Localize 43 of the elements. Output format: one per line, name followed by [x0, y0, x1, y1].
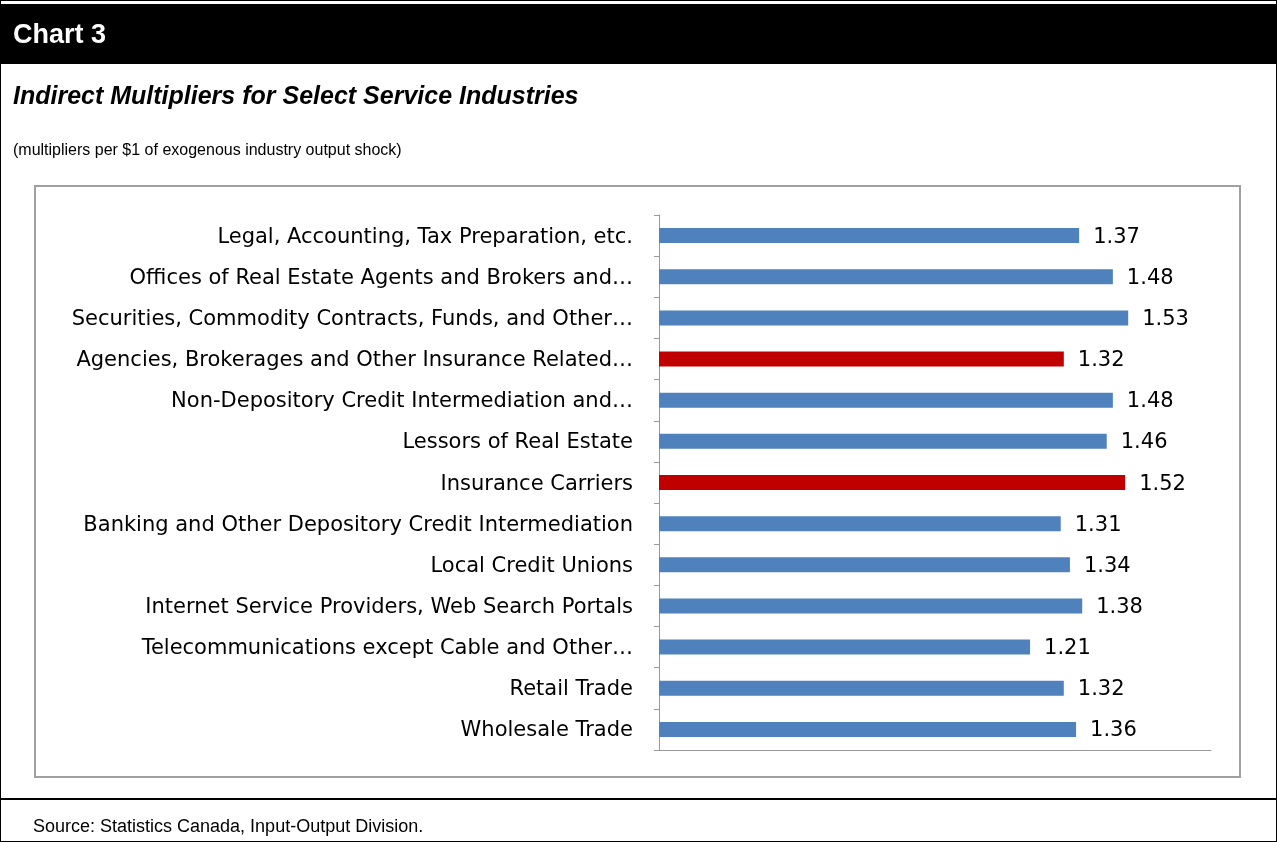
data-label: 1.38 [1096, 593, 1143, 618]
bar [659, 228, 1080, 244]
data-label: 1.32 [1077, 347, 1125, 372]
data-label: 1.31 [1074, 511, 1122, 536]
bar [659, 475, 1126, 490]
y-tick-label: Securities, Commodity Contracts, Funds, and Other… [71, 305, 633, 330]
y-tick-label: Lessors of Real Estate [402, 429, 633, 454]
text: Chart 3 [1, 4, 1277, 64]
data-label: 1.36 [1090, 717, 1137, 742]
bar [659, 639, 1031, 655]
y-tick-label: Telecommunications except Cable and Other… [140, 635, 633, 660]
bar [659, 598, 1083, 614]
y-tick-label: Retail Trade [509, 676, 633, 701]
bar [659, 433, 1107, 449]
data-label: 1.34 [1083, 552, 1131, 577]
data-label: 1.21 [1044, 635, 1091, 660]
data-label: 1.48 [1126, 264, 1174, 289]
source-note: Source: Statistics Canada, Input-Output Division. [33, 816, 424, 837]
bar [659, 721, 1077, 737]
bar [659, 557, 1070, 573]
y-tick-label: Internet Service Providers, Web Search Portals [145, 593, 633, 618]
y-tick-label: Offices of Real Estate Agents and Brokers and… [129, 264, 633, 289]
bar [659, 516, 1061, 532]
y-tick-label: Non-Depository Credit Intermediation and… [171, 388, 633, 413]
y-tick-label: Legal, Accounting, Tax Preparation, etc. [217, 223, 633, 248]
data-label: 1.46 [1120, 429, 1168, 454]
data-label: 1.37 [1093, 223, 1140, 248]
y-tick-label: Wholesale Trade [460, 717, 633, 742]
bar [659, 680, 1064, 696]
y-tick-label: Banking and Other Depository Credit Intermediation [83, 511, 633, 536]
data-label: 1.48 [1126, 388, 1174, 413]
y-tick-label: Insurance Carriers [440, 470, 633, 495]
data-label: 1.52 [1139, 470, 1186, 495]
data-label: 1.32 [1077, 676, 1125, 701]
bar [659, 351, 1064, 367]
bar [659, 392, 1113, 408]
text: (multipliers per $1 of exogenous industry output shock) [13, 141, 402, 159]
bar [659, 310, 1129, 326]
data-label: 1.53 [1142, 305, 1189, 330]
bar [659, 269, 1113, 285]
y-tick-label: Agencies, Brokerages and Other Insurance Related… [76, 347, 633, 372]
text: Indirect Multipliers for Select Service Industries [13, 81, 579, 110]
y-tick-label: Local Credit Unions [430, 552, 633, 577]
